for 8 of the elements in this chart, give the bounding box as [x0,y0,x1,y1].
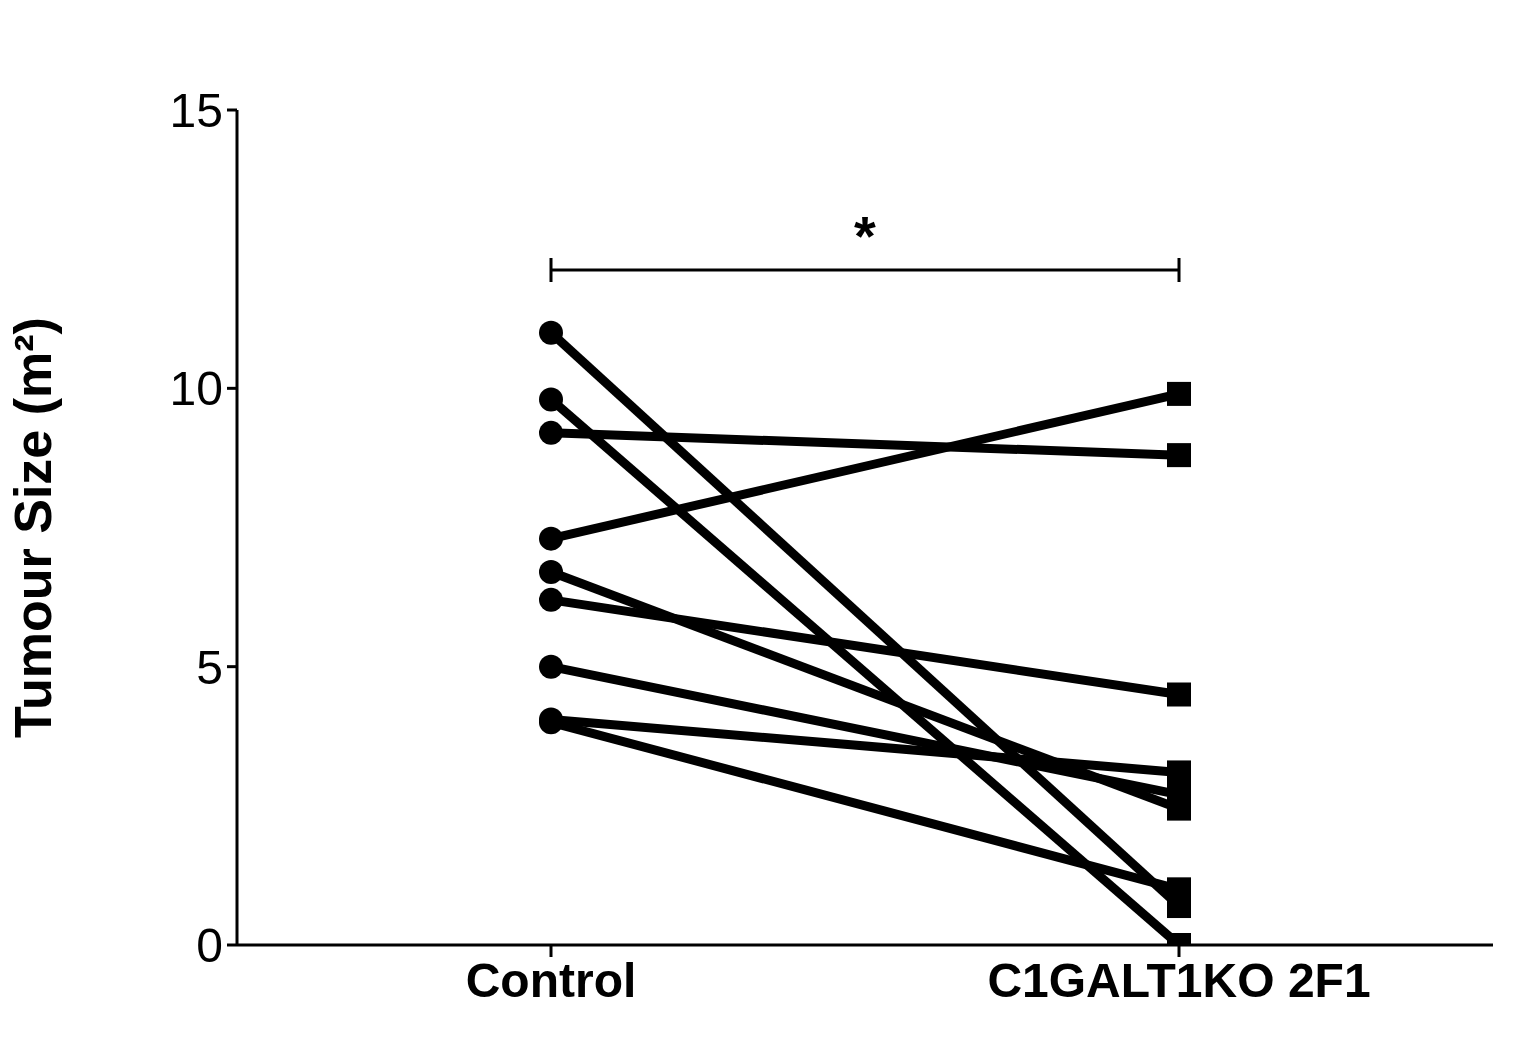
x-tick-label: C1GALT1KO 2F1 [987,954,1371,1008]
x-tick-label: Control [465,954,637,1008]
y-tick-label: 10 [169,362,223,416]
annotation: * [853,204,877,267]
y-tick-label: 15 [169,84,223,138]
y-axis-title: Tumour Size (m²) [4,317,63,738]
y-tick-label: 0 [196,919,223,973]
y-tick-label: 5 [196,640,223,694]
